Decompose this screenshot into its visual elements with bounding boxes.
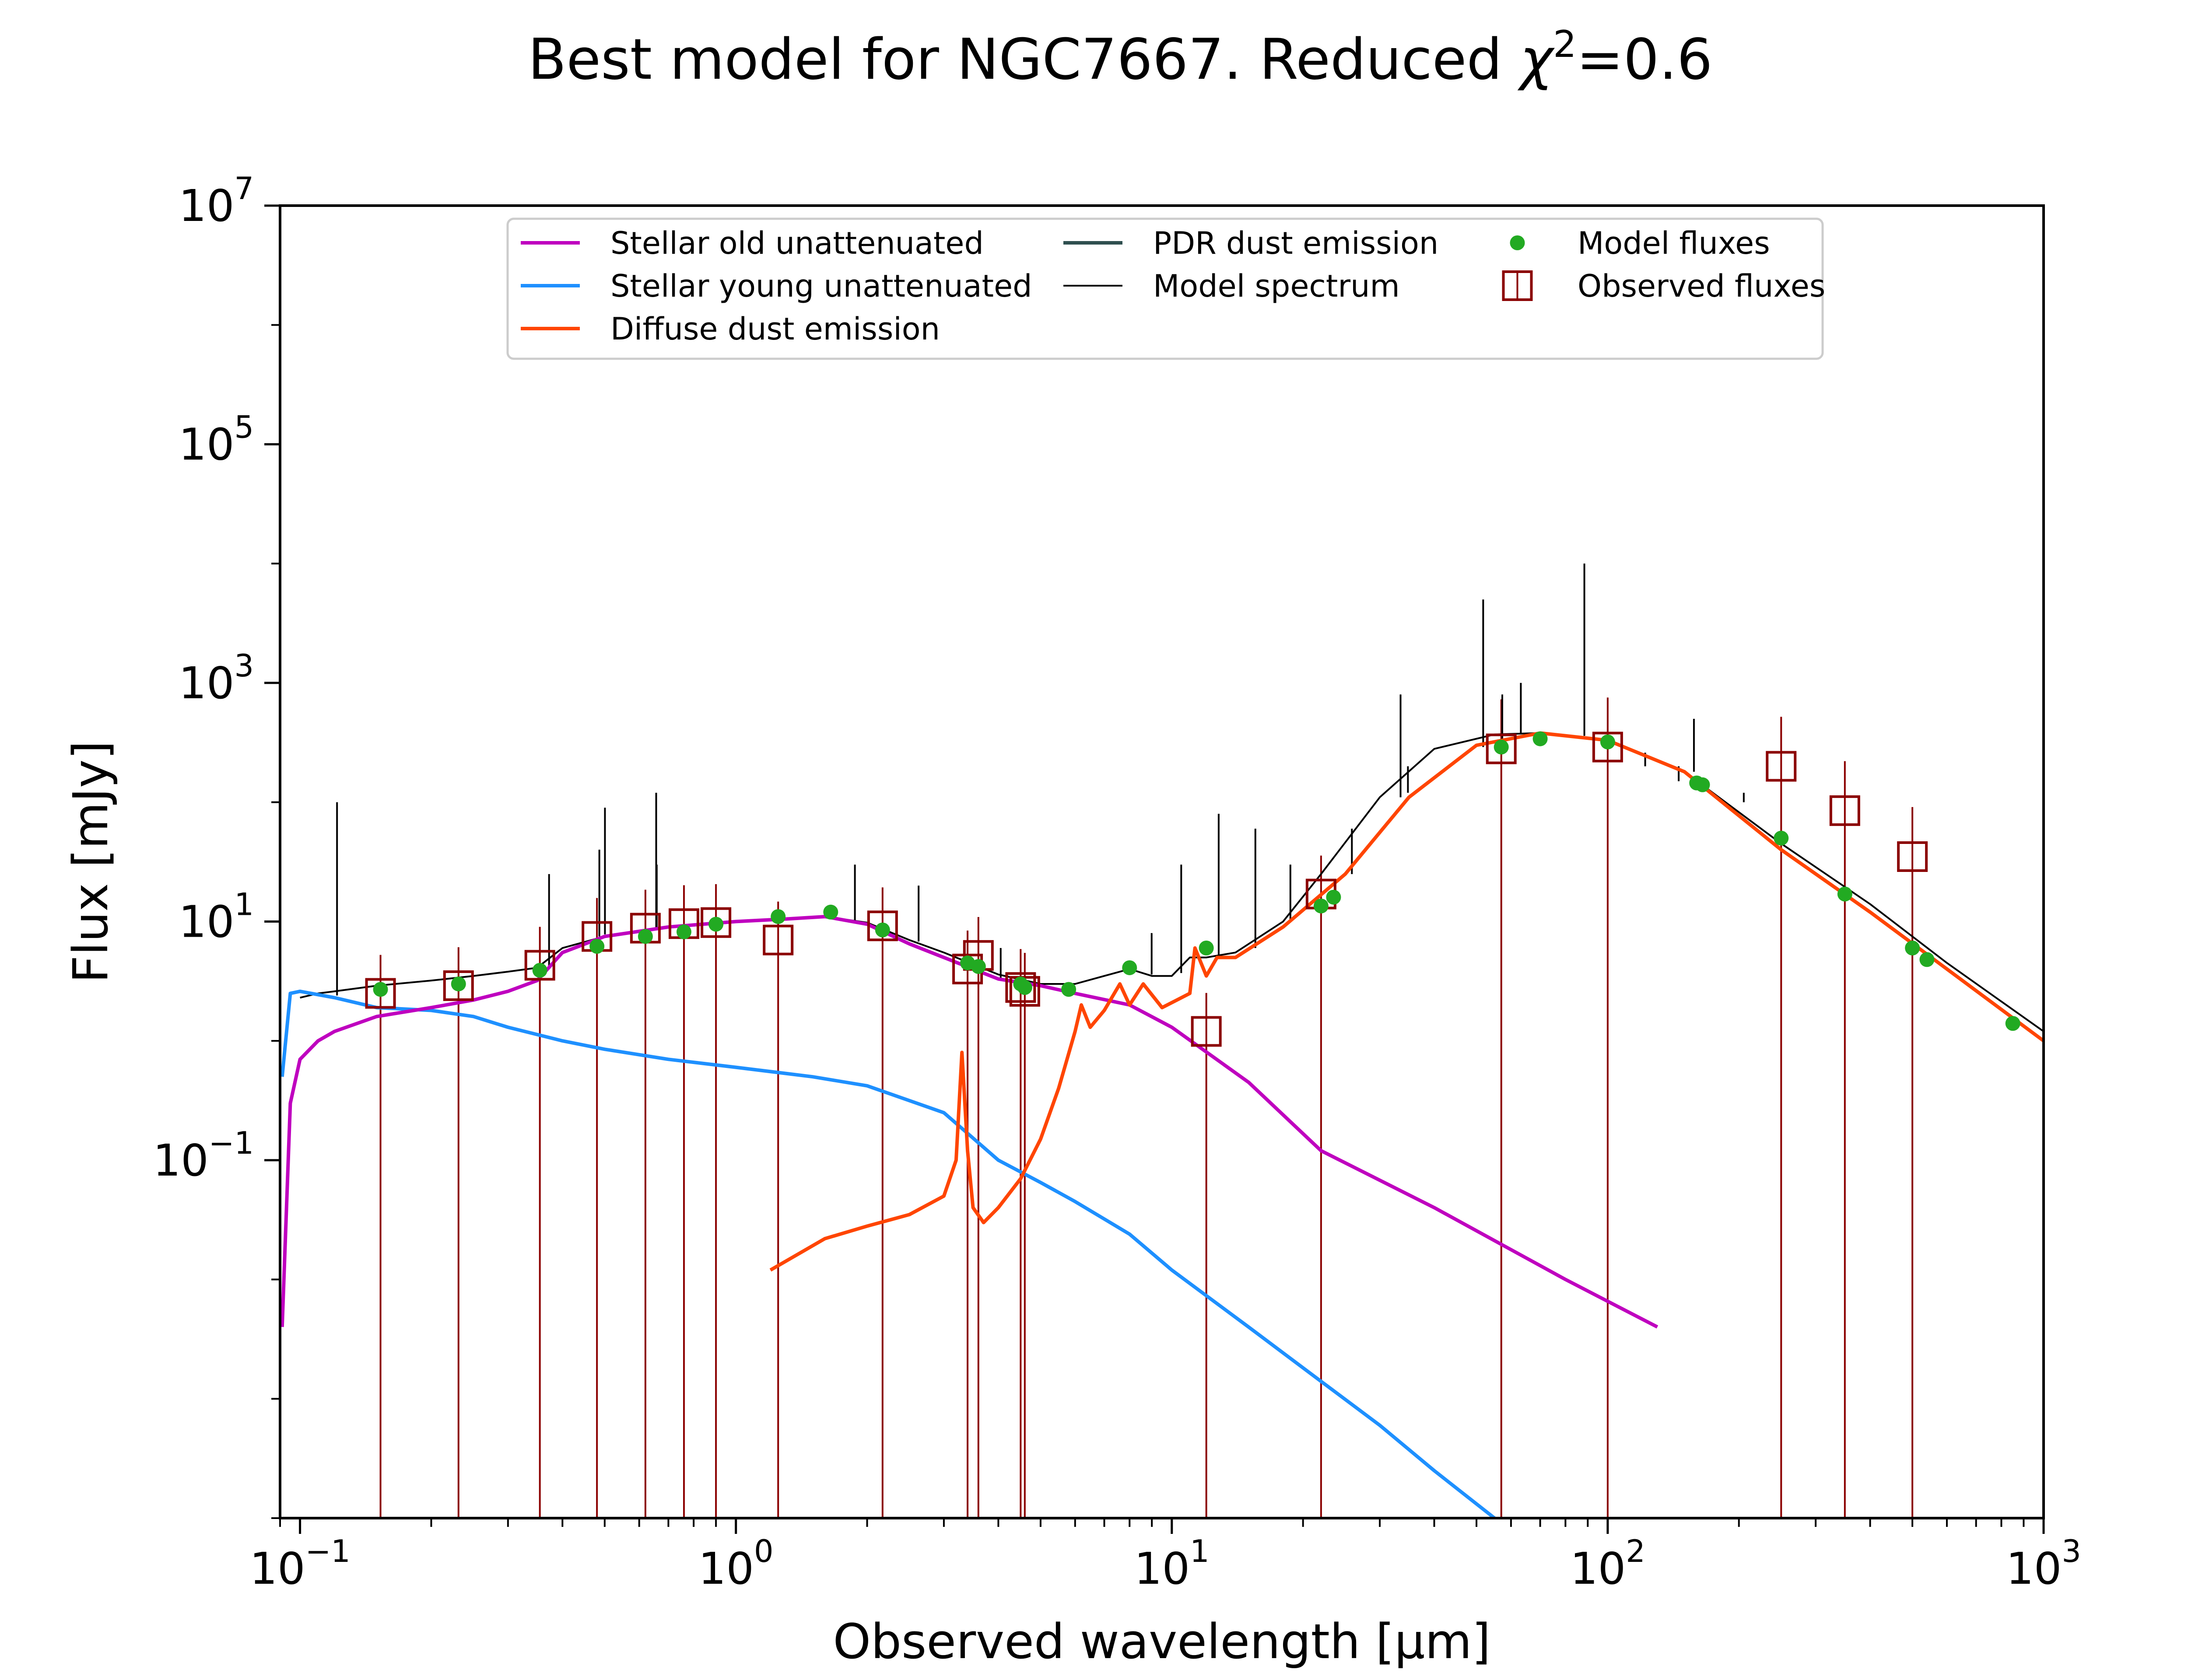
observed-flux-point	[763, 924, 794, 956]
y-tick-label: 105	[179, 409, 254, 470]
model-flux-point	[1494, 739, 1509, 755]
series-stellar-young	[280, 989, 1496, 1518]
model-flux-point	[1061, 982, 1076, 997]
model-flux-point	[1695, 777, 1710, 792]
chart-title-main: Best model for NGC7667. Reduced	[528, 27, 1520, 92]
model-flux-point	[676, 924, 691, 939]
legend-label: Stellar young unattenuated	[610, 268, 1032, 304]
x-tick-label: 10−1	[249, 1533, 350, 1594]
observed-flux-point	[1897, 841, 1928, 872]
model-flux-point	[1532, 731, 1548, 746]
series-diffuse-dust	[769, 731, 2044, 1272]
model-flux-point	[1199, 940, 1214, 956]
observed-flux-point	[1009, 976, 1040, 1007]
model-flux-point	[1774, 830, 1789, 846]
observed-flux-point	[1005, 972, 1036, 1003]
observed-flux-point	[365, 978, 396, 1009]
y-tick-label: 101	[179, 886, 254, 947]
observed-flux-point	[524, 950, 555, 981]
model-flux-point	[1905, 940, 1920, 956]
legend-items: Stellar old unattenuated Stellar young un…	[521, 225, 1825, 347]
plot-area	[280, 564, 2044, 1518]
x-tick-label: 101	[1134, 1533, 1210, 1594]
model-flux-point	[875, 922, 890, 938]
chart-title-sup: 2	[1553, 23, 1576, 66]
plot-frame	[279, 204, 2045, 1519]
model-flux-point	[971, 959, 986, 974]
observed-flux-point	[443, 970, 474, 1001]
observed-flux-point	[1191, 1016, 1222, 1047]
model-flux-point	[373, 982, 388, 997]
x-tick-label: 102	[1570, 1533, 1645, 1594]
legend-label: Model fluxes	[1578, 225, 1770, 261]
y-axis: 10−1 101 103 105 107	[153, 171, 280, 1519]
model-flux-point	[708, 917, 724, 932]
observed-flux-point	[701, 907, 732, 938]
legend-label: Observed fluxes	[1578, 268, 1825, 304]
model-flux-point	[771, 909, 786, 924]
x-tick-label: 103	[2006, 1533, 2081, 1594]
observed-flux-point	[1592, 732, 1623, 763]
x-tick-label: 100	[698, 1533, 774, 1594]
series-model-spectrum	[300, 732, 2044, 1032]
observed-flux-point	[1766, 751, 1797, 782]
model-flux-point	[451, 976, 466, 991]
legend-label: Diffuse dust emission	[610, 311, 940, 347]
chart-title-chi: χ	[1517, 27, 1555, 92]
model-flux-point	[823, 904, 838, 920]
model-flux-point	[2005, 1016, 2020, 1031]
legend-box	[506, 217, 1824, 360]
observed-flux-point	[867, 910, 898, 942]
y-tick-label: 107	[179, 171, 254, 231]
x-axis-label: Observed wavelength [μm]	[833, 1614, 1491, 1670]
model-flux-point	[1313, 898, 1329, 914]
x-axis: 10−1 100 101 102 103	[249, 1518, 2081, 1594]
legend-label: PDR dust emission	[1153, 225, 1438, 261]
model-flux-point	[1326, 889, 1341, 905]
model-flux-point	[1122, 960, 1137, 975]
model-flux-point	[532, 962, 547, 978]
legend-label: Model spectrum	[1153, 268, 1400, 304]
chart-title: Best model for NGC7667. Reduced χ2=0.6	[528, 23, 1713, 92]
model-flux-point	[1600, 734, 1615, 749]
y-tick-label: 10−1	[153, 1125, 254, 1186]
model-flux-point	[1017, 980, 1032, 995]
legend: Stellar old unattenuated Stellar young un…	[506, 217, 1825, 360]
chart-title-value: =0.6	[1577, 27, 1713, 92]
legend-swatch	[1510, 235, 1525, 250]
y-tick-label: 103	[179, 648, 254, 709]
model-flux-point	[1837, 886, 1852, 902]
legend-label: Stellar old unattenuated	[610, 225, 984, 261]
series-stellar-old	[280, 915, 1659, 1329]
model-flux-point	[589, 938, 605, 954]
model-flux-point	[638, 929, 653, 944]
observed-flux-point	[1829, 795, 1860, 826]
observed-flux-point	[1486, 733, 1517, 764]
y-axis-label: Flux [mJy]	[63, 741, 119, 983]
model-flux-point	[1919, 952, 1935, 967]
